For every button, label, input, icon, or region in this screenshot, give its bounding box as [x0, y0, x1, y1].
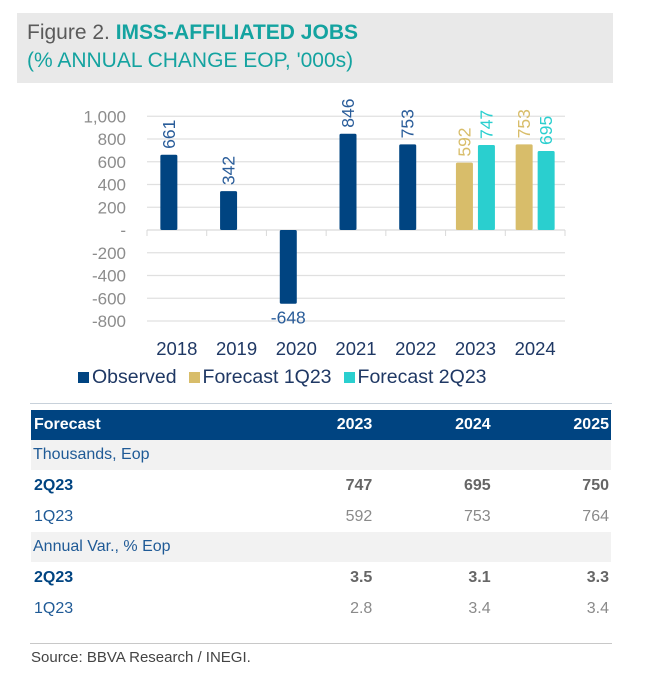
cell-value: 592 — [345, 507, 373, 525]
x-tick-label: 2022 — [395, 338, 436, 359]
section-title: Thousands, Eop — [31, 440, 611, 470]
row-label: 1Q23 — [34, 507, 74, 525]
y-tick-label: -800 — [92, 312, 126, 331]
legend-item-forecast-1q23: Forecast 1Q23 — [188, 366, 332, 389]
data-label: 342 — [219, 156, 239, 185]
row-label: 2Q23 — [34, 568, 74, 586]
cell-value: 2.8 — [350, 599, 373, 617]
legend-swatch-forecast-1q23 — [188, 372, 200, 383]
cell-value: 3.3 — [586, 568, 609, 586]
legend-label: Forecast 2Q23 — [357, 366, 487, 388]
table-section-row: Annual Var., % Eop — [31, 532, 611, 562]
bar-observed-2020 — [279, 230, 297, 304]
legend-label: Forecast 1Q23 — [202, 366, 332, 388]
figure-title: Figure 2. IMSS-AFFILIATED JOBS — [27, 21, 358, 45]
x-tick-label: 2019 — [216, 338, 257, 359]
x-axis-tick-labels: 2018 2019 2020 2021 2022 2023 2024 — [156, 338, 555, 359]
y-tick-label: -400 — [92, 267, 126, 286]
y-tick-label: -600 — [92, 289, 126, 308]
table-header-2023: 2023 — [256, 410, 375, 440]
table-header-row: Forecast 2023 2024 2025 — [31, 410, 611, 440]
figure-title-text: IMSS-AFFILIATED JOBS — [115, 21, 358, 44]
cell-value: 747 — [345, 476, 373, 494]
cell-value: 695 — [463, 476, 491, 494]
cell-value: 750 — [582, 476, 609, 494]
bar-observed-2021 — [339, 133, 357, 230]
bars — [160, 133, 555, 304]
bar-observed-2018 — [160, 154, 178, 230]
data-label: -648 — [271, 308, 306, 328]
data-label: 753 — [398, 109, 418, 138]
cell-value: 764 — [582, 507, 609, 525]
data-label: 846 — [338, 99, 358, 128]
data-label: 695 — [536, 116, 556, 145]
y-tick-label: - — [120, 221, 126, 240]
bar-observed-2022 — [399, 144, 417, 230]
y-tick-label: 800 — [98, 130, 126, 149]
legend-item-forecast-2q23: Forecast 2Q23 — [343, 366, 487, 389]
bar-forecast-2q23-2024 — [537, 150, 555, 230]
data-label: 747 — [476, 110, 496, 139]
section-title: Annual Var., % Eop — [31, 532, 611, 562]
row-label: 1Q23 — [34, 599, 74, 617]
divider — [30, 403, 612, 404]
x-tick-label: 2018 — [156, 338, 197, 359]
x-tick-label: 2024 — [515, 338, 556, 359]
divider — [30, 643, 612, 644]
table-header-forecast: Forecast — [31, 410, 256, 440]
table-section-row: Thousands, Eop — [31, 440, 611, 470]
source-note: Source: BBVA Research / INEGI. — [31, 649, 251, 666]
bar-chart: 1,000 800 600 400 200 - -200 -400 -600 -800 661 34… — [83, 99, 566, 359]
table-row: 2Q23 747 695 750 — [31, 470, 611, 501]
data-label: 592 — [454, 127, 474, 156]
cell-value: 3.4 — [586, 599, 609, 617]
y-axis-tick-labels: 1,000 800 600 400 200 - -200 -400 -600 -800 — [83, 107, 126, 331]
legend-item-observed: Observed — [78, 366, 177, 389]
cell-value: 753 — [463, 507, 491, 525]
chart-legend: Observed Forecast 1Q23 Forecast 2Q23 — [78, 366, 499, 389]
figure-header: Figure 2. IMSS-AFFILIATED JOBS (% ANNUAL… — [17, 13, 613, 83]
x-tick-label: 2023 — [455, 338, 496, 359]
cell-value: 3.4 — [468, 599, 491, 617]
forecast-table: Forecast 2023 2024 2025 Thousands, Eop 2… — [31, 410, 611, 624]
x-tick-label: 2020 — [276, 338, 317, 359]
data-label: 661 — [159, 120, 179, 149]
cell-value: 3.5 — [350, 568, 373, 586]
data-label: 753 — [514, 109, 534, 138]
bar-forecast-2q23-2023 — [477, 145, 495, 230]
bar-forecast-1q23-2024 — [515, 144, 533, 230]
table-row: 1Q23 2.8 3.4 3.4 — [31, 593, 611, 624]
legend-label: Observed — [92, 366, 177, 388]
row-label: 2Q23 — [34, 476, 74, 494]
figure-label: Figure 2. — [27, 21, 110, 44]
x-tick-label: 2021 — [335, 338, 376, 359]
y-tick-label: 600 — [98, 153, 126, 172]
bar-forecast-1q23-2023 — [455, 162, 473, 230]
table-row: 1Q23 592 753 764 — [31, 501, 611, 532]
legend-swatch-forecast-2q23 — [343, 372, 355, 383]
bar-observed-2019 — [220, 191, 238, 230]
table-header-2024: 2024 — [374, 410, 493, 440]
legend-swatch-observed — [78, 372, 89, 383]
y-tick-label: 1,000 — [83, 107, 126, 126]
y-tick-label: 400 — [98, 176, 126, 195]
y-tick-label: -200 — [92, 244, 126, 263]
table-row: 2Q23 3.5 3.1 3.3 — [31, 562, 611, 593]
table-header-2025: 2025 — [492, 410, 611, 440]
y-tick-label: 200 — [98, 198, 126, 217]
figure-subtitle: (% ANNUAL CHANGE EOP, '000s) — [27, 49, 354, 72]
cell-value: 3.1 — [468, 568, 491, 586]
